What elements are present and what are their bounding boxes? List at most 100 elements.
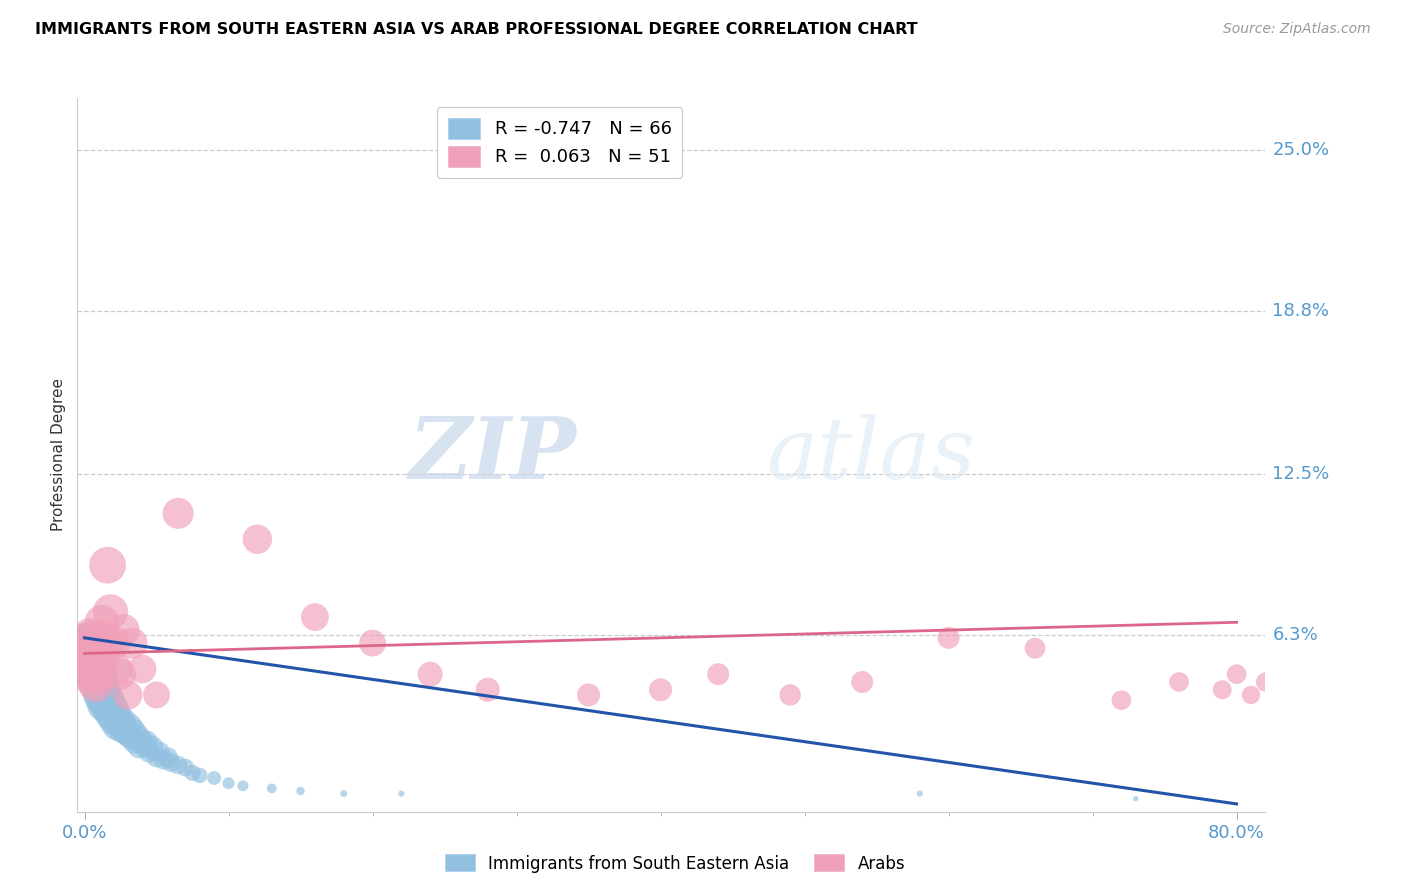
- Point: [101, 698, 124, 713]
- Point: [76, 641, 98, 656]
- Point: [1226, 667, 1249, 681]
- Text: IMMIGRANTS FROM SOUTH EASTERN ASIA VS ARAB PROFESSIONAL DEGREE CORRELATION CHART: IMMIGRANTS FROM SOUTH EASTERN ASIA VS AR…: [35, 22, 918, 37]
- Text: 18.8%: 18.8%: [1272, 301, 1330, 320]
- Point: [84, 657, 107, 671]
- Point: [908, 787, 931, 801]
- Point: [100, 708, 122, 723]
- Point: [121, 636, 143, 650]
- Point: [167, 758, 190, 772]
- Point: [134, 739, 156, 754]
- Point: [89, 688, 111, 702]
- Point: [87, 667, 110, 681]
- Point: [94, 688, 117, 702]
- Point: [1312, 682, 1334, 697]
- Point: [389, 787, 412, 801]
- Point: [77, 648, 100, 663]
- Point: [117, 727, 139, 741]
- Point: [124, 734, 146, 748]
- Point: [89, 673, 111, 687]
- Point: [86, 677, 108, 691]
- Point: [90, 693, 112, 707]
- Point: [122, 724, 145, 739]
- Point: [89, 631, 111, 645]
- Point: [232, 779, 254, 793]
- Point: [86, 662, 108, 676]
- Point: [100, 605, 122, 619]
- Point: [84, 677, 107, 691]
- Point: [114, 724, 136, 739]
- Point: [80, 662, 103, 676]
- Point: [80, 644, 103, 658]
- Point: [167, 506, 190, 520]
- Point: [104, 704, 127, 718]
- Point: [94, 636, 117, 650]
- Point: [80, 641, 103, 656]
- Point: [131, 662, 153, 676]
- Point: [779, 688, 801, 702]
- Point: [202, 771, 225, 785]
- Point: [98, 693, 121, 707]
- Point: [1282, 693, 1305, 707]
- Point: [91, 648, 114, 663]
- Legend: Immigrants from South Eastern Asia, Arabs: Immigrants from South Eastern Asia, Arab…: [439, 847, 911, 880]
- Point: [141, 739, 163, 754]
- Point: [152, 753, 174, 767]
- Point: [82, 673, 104, 687]
- Point: [97, 704, 120, 718]
- Point: [83, 647, 105, 661]
- Point: [1268, 682, 1291, 697]
- Point: [118, 719, 141, 733]
- Point: [87, 682, 110, 697]
- Point: [90, 615, 112, 630]
- Point: [84, 657, 107, 671]
- Point: [131, 734, 153, 748]
- Point: [1298, 688, 1320, 702]
- Point: [127, 730, 149, 744]
- Point: [82, 651, 104, 665]
- Point: [83, 662, 105, 676]
- Point: [218, 776, 240, 790]
- Point: [86, 636, 108, 650]
- Point: [112, 719, 135, 733]
- Point: [105, 662, 128, 676]
- Point: [938, 631, 960, 645]
- Point: [91, 698, 114, 713]
- Point: [157, 750, 180, 764]
- Point: [76, 636, 98, 650]
- Text: atlas: atlas: [766, 414, 976, 496]
- Point: [110, 722, 132, 736]
- Point: [1240, 688, 1263, 702]
- Text: 12.5%: 12.5%: [1272, 466, 1330, 483]
- Text: Source: ZipAtlas.com: Source: ZipAtlas.com: [1223, 22, 1371, 37]
- Point: [90, 677, 112, 691]
- Point: [290, 784, 312, 798]
- Point: [120, 730, 142, 744]
- Point: [332, 787, 354, 801]
- Point: [117, 688, 139, 702]
- Point: [112, 623, 135, 637]
- Point: [87, 667, 110, 681]
- Point: [1211, 682, 1233, 697]
- Point: [138, 745, 160, 759]
- Point: [1024, 641, 1046, 656]
- Point: [260, 781, 283, 796]
- Point: [160, 756, 183, 770]
- Point: [188, 768, 211, 782]
- Point: [77, 648, 100, 663]
- Point: [79, 631, 101, 645]
- Point: [145, 688, 167, 702]
- Point: [851, 675, 873, 690]
- Point: [103, 636, 125, 650]
- Point: [94, 698, 117, 713]
- Point: [181, 765, 204, 780]
- Point: [361, 636, 384, 650]
- Point: [1111, 693, 1133, 707]
- Point: [578, 688, 600, 702]
- Point: [79, 636, 101, 650]
- Point: [82, 667, 104, 681]
- Point: [93, 693, 115, 707]
- Legend: R = -0.747   N = 66, R =  0.063   N = 51: R = -0.747 N = 66, R = 0.063 N = 51: [437, 107, 682, 178]
- Point: [91, 682, 114, 697]
- Text: 6.3%: 6.3%: [1272, 626, 1319, 644]
- Point: [174, 761, 197, 775]
